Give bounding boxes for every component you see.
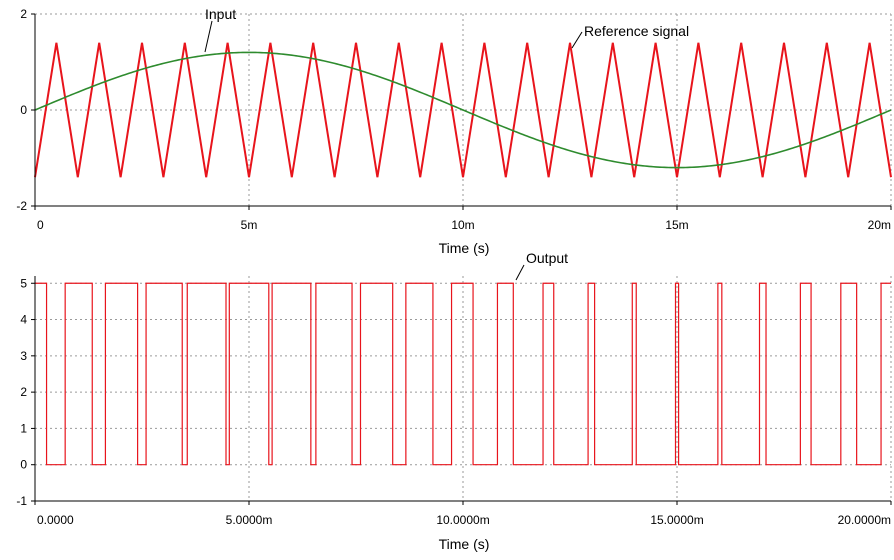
bottom-y-tick-label: 5: [20, 276, 27, 290]
top-x-tick-label: 5m: [241, 218, 258, 232]
top-x-tick-label: 10m: [451, 218, 474, 232]
bottom-x-tick-label: 15.0000m: [650, 513, 703, 527]
output-annotation: Output: [515, 250, 568, 281]
bottom-grid: [35, 276, 892, 502]
input-annotation: Input: [204, 6, 236, 53]
input-annotation-leader: [204, 20, 213, 53]
bottom-y-tick-label: 0: [20, 458, 27, 472]
bottom-x-tick-label: 10.0000m: [436, 513, 489, 527]
bottom-y-tick-label: -1: [16, 494, 27, 508]
bottom-y-tick-label: 1: [20, 421, 27, 435]
reference-annotation-label: Reference signal: [584, 23, 689, 39]
top-y-tick-label: 2: [20, 7, 27, 21]
bottom-y-tick-label: 4: [20, 313, 27, 327]
bottom-x-axis-label: Time (s): [439, 536, 490, 552]
top-axes: [31, 13, 892, 210]
bottom-axes: [31, 276, 892, 505]
top-y-tick-label: 0: [20, 103, 27, 117]
bottom-y-tick-label: 3: [20, 349, 27, 363]
top-ticks: -2 0 2 0 5m 10m 15m 20m: [16, 7, 891, 232]
bottom-chart: -1 0 1 2 3 4 5 0.0000 5.0000m 10.0000m 15.0000m 20.…: [16, 250, 892, 552]
top-series: [34, 42, 892, 178]
top-x-tick-label: 0: [37, 218, 44, 232]
bottom-y-tick-label: 2: [20, 385, 27, 399]
top-x-axis-label: Time (s): [439, 240, 490, 256]
bottom-x-tick-label: 0.0000: [37, 513, 74, 527]
reference-annotation: Reference signal: [571, 23, 689, 49]
output-annotation-label: Output: [526, 250, 568, 266]
bottom-series: [35, 282, 891, 466]
reference-annotation-leader: [571, 31, 583, 49]
top-x-tick-label: 15m: [665, 218, 688, 232]
output-annotation-leader: [515, 264, 525, 281]
bottom-x-tick-label: 20.0000m: [838, 513, 891, 527]
top-y-tick-label: -2: [16, 199, 27, 213]
input-annotation-label: Input: [205, 6, 236, 22]
top-chart: -2 0 2 0 5m 10m 15m 20m Time (s) Input Referenc…: [16, 6, 892, 256]
reference-sine-line: [34, 51, 892, 169]
input-triangle-line: [34, 42, 892, 178]
bottom-ticks: -1 0 1 2 3 4 5 0.0000 5.0000m 10.0000m 15.0000m 20.…: [16, 276, 891, 527]
top-x-tick-label: 20m: [868, 218, 891, 232]
output-pwm-line: [35, 282, 891, 466]
bottom-x-tick-label: 5.0000m: [226, 513, 273, 527]
